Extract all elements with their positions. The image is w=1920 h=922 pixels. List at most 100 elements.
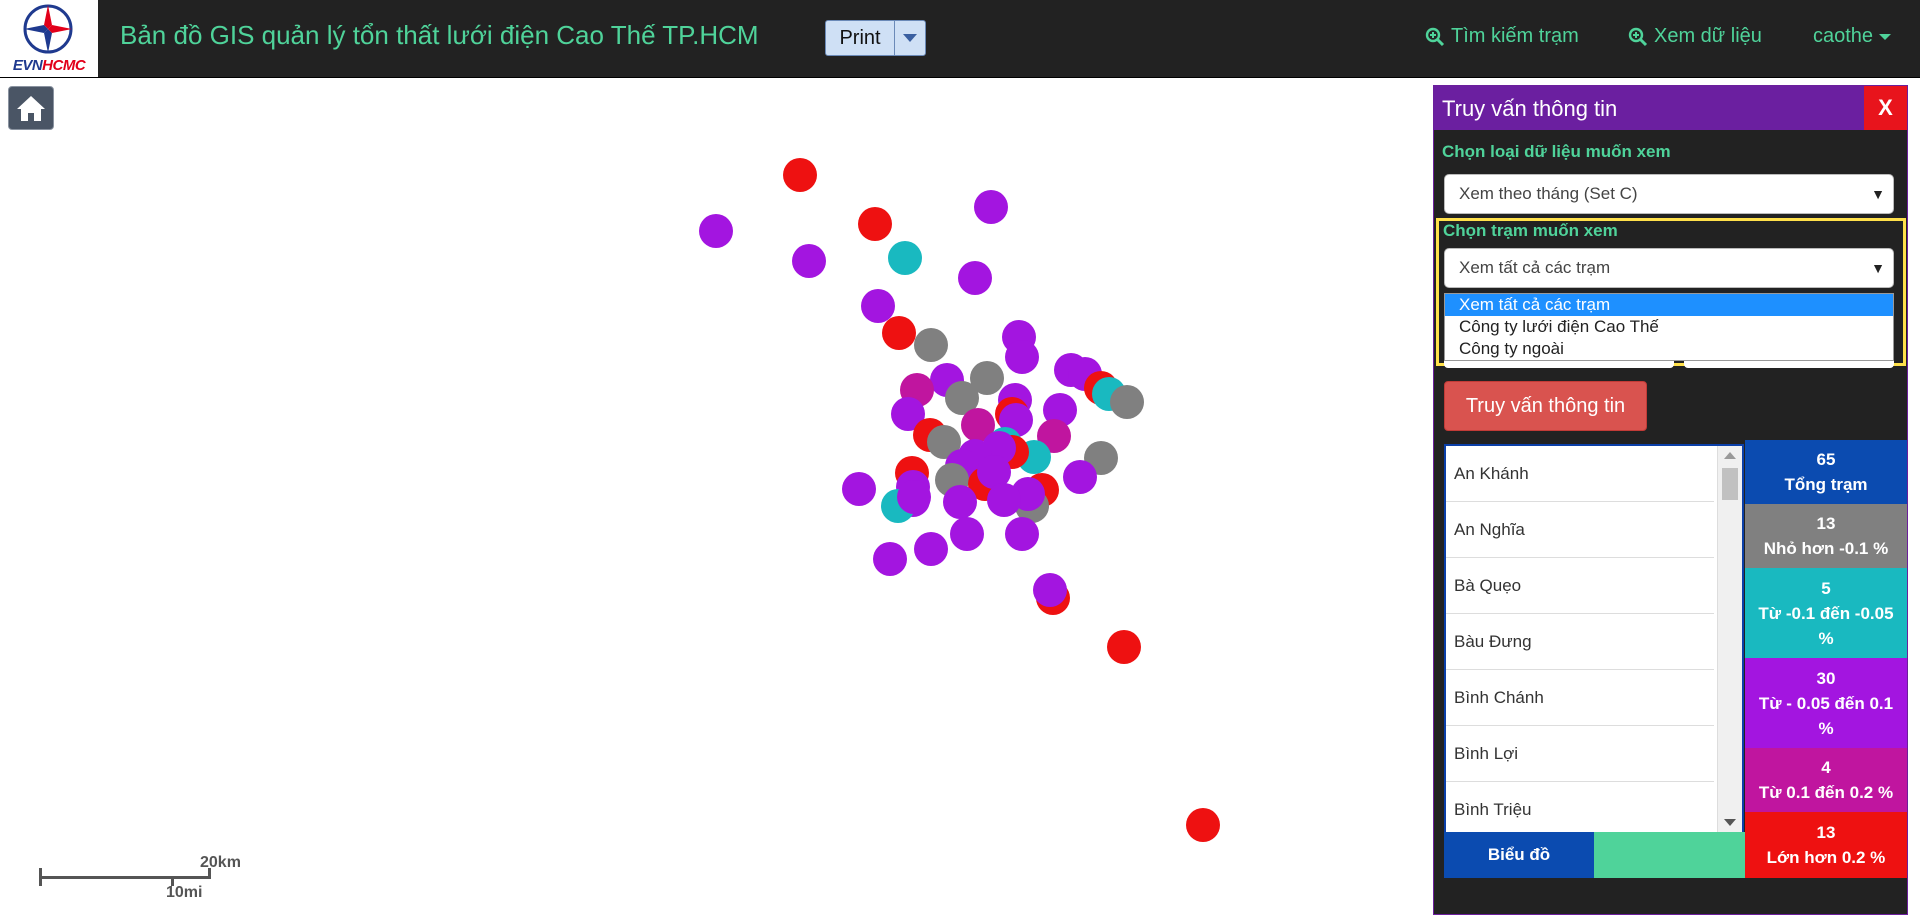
station-value: Xem tất cả các trạm xyxy=(1459,258,1611,277)
scale-km-label: 20km xyxy=(200,854,241,871)
station-marker[interactable] xyxy=(1186,808,1220,842)
evn-hcmc-logo[interactable]: EVNHCMC xyxy=(0,0,98,77)
user-name: caothe xyxy=(1813,25,1874,47)
station-select[interactable]: Xem tất cả các trạm ▼ xyxy=(1444,248,1894,288)
station-marker[interactable] xyxy=(792,244,826,278)
legend-label: Tổng trạm xyxy=(1784,475,1868,494)
list-item[interactable]: Bàu Đưng xyxy=(1446,614,1714,670)
station-marker[interactable] xyxy=(987,483,1021,517)
station-marker[interactable] xyxy=(1005,340,1039,374)
station-marker[interactable] xyxy=(1063,460,1097,494)
list-item[interactable]: Bình Lợi xyxy=(1446,726,1714,782)
station-marker[interactable] xyxy=(1110,385,1144,419)
query-button[interactable]: Truy vấn thông tin xyxy=(1444,381,1647,431)
user-menu[interactable]: caothe xyxy=(1813,25,1892,48)
station-option[interactable]: Công ty ngoài xyxy=(1459,339,1564,358)
date-from-input[interactable] xyxy=(1444,360,1674,368)
list-item[interactable]: Bình Triệu xyxy=(1446,782,1714,834)
station-marker[interactable] xyxy=(897,480,931,514)
date-to-input[interactable] xyxy=(1684,360,1894,368)
top-header: EVNHCMC Bản đồ GIS quản lý tổn thất lưới… xyxy=(0,0,1920,78)
scroll-down-icon[interactable] xyxy=(1724,819,1736,826)
legend-label: Từ -0.1 đến -0.05 % xyxy=(1758,603,1894,648)
home-icon xyxy=(17,96,45,121)
view-data-label: Xem dữ liệu xyxy=(1654,25,1762,47)
scroll-up-icon[interactable] xyxy=(1724,452,1736,459)
legend-count: 5 xyxy=(1821,578,1831,598)
station-marker[interactable] xyxy=(950,517,984,551)
station-dropdown-list: Xem tất cả các trạm Công ty lưới điện Ca… xyxy=(1444,293,1894,361)
station-marker[interactable] xyxy=(914,328,948,362)
station-marker[interactable] xyxy=(888,241,922,275)
app-title: Bản đồ GIS quản lý tổn thất lưới điện Ca… xyxy=(120,20,759,50)
station-marker[interactable] xyxy=(914,532,948,566)
compass-star-icon xyxy=(23,4,73,54)
scale-mi-label: 10mi xyxy=(166,884,203,901)
date-inputs xyxy=(1444,360,1894,370)
legend-magenta[interactable]: 4 Từ 0.1 đến 0.2 % xyxy=(1745,748,1907,812)
scroll-thumb[interactable] xyxy=(1722,468,1738,500)
dropdown-arrow-icon: ▼ xyxy=(1871,186,1885,202)
station-option[interactable]: Công ty lưới điện Cao Thế xyxy=(1459,317,1659,336)
zoom-in-icon xyxy=(1425,27,1445,46)
search-station-label: Tìm kiếm trạm xyxy=(1451,25,1579,47)
scale-bar: 20km 10mi xyxy=(36,850,256,901)
station-marker[interactable] xyxy=(958,261,992,295)
station-list: An Khánh An Nghĩa Bà Quẹo Bàu Đưng Bình … xyxy=(1444,444,1744,836)
data-type-select[interactable]: Xem theo tháng (Set C) ▼ xyxy=(1444,174,1894,214)
station-option[interactable]: Xem tất cả các trạm xyxy=(1445,294,1893,316)
scale-tick xyxy=(208,868,211,878)
search-station-link[interactable]: Tìm kiếm trạm xyxy=(1425,25,1579,48)
legend-label: Lớn hơn 0.2 % xyxy=(1766,848,1886,867)
scale-tick xyxy=(171,876,174,886)
station-label: Chọn trạm muốn xem xyxy=(1443,221,1618,240)
legend-label: Nhỏ hơn -0.1 % xyxy=(1763,539,1889,558)
legend-teal[interactable]: 5 Từ -0.1 đến -0.05 % xyxy=(1745,568,1907,658)
station-marker[interactable] xyxy=(974,190,1008,224)
legend-count: 65 xyxy=(1816,450,1836,469)
scale-line xyxy=(39,876,211,879)
list-scrollbar[interactable] xyxy=(1717,446,1742,834)
station-marker[interactable] xyxy=(1033,573,1067,607)
legend-label: Từ - 0.05 đến 0.1 % xyxy=(1758,693,1894,738)
legend-label: Từ 0.1 đến 0.2 % xyxy=(1758,783,1894,802)
station-marker[interactable] xyxy=(783,158,817,192)
caret-down-icon xyxy=(1879,33,1892,40)
caret-down-icon xyxy=(903,34,917,42)
legend-count: 13 xyxy=(1816,514,1836,533)
close-button[interactable]: X xyxy=(1864,86,1907,130)
station-marker[interactable] xyxy=(1005,517,1039,551)
legend-gray[interactable]: 13 Nhỏ hơn -0.1 % xyxy=(1745,504,1907,568)
legend-count: 4 xyxy=(1821,758,1831,777)
dropdown-arrow-icon: ▼ xyxy=(1871,260,1885,276)
station-marker[interactable] xyxy=(943,485,977,519)
legend-count: 13 xyxy=(1816,823,1836,842)
legend-count: 30 xyxy=(1816,668,1836,688)
station-marker[interactable] xyxy=(858,207,892,241)
home-button[interactable] xyxy=(8,86,54,130)
station-marker[interactable] xyxy=(861,289,895,323)
print-options-button[interactable] xyxy=(895,21,925,55)
legend-red[interactable]: 13 Lớn hơn 0.2 % xyxy=(1745,812,1907,878)
zoom-in-icon xyxy=(1628,27,1648,46)
panel-title: Truy vấn thông tin xyxy=(1442,96,1618,121)
station-marker[interactable] xyxy=(882,316,916,350)
list-item[interactable]: An Khánh xyxy=(1446,446,1714,502)
view-data-link[interactable]: Xem dữ liệu xyxy=(1628,25,1762,48)
list-item[interactable]: An Nghĩa xyxy=(1446,502,1714,558)
chart-progress-bar xyxy=(1594,832,1745,878)
scale-tick xyxy=(39,868,42,886)
logo-text: EVNHCMC xyxy=(12,57,86,74)
map-canvas[interactable] xyxy=(0,78,1430,922)
print-button[interactable]: Print xyxy=(826,21,895,55)
station-marker[interactable] xyxy=(842,472,876,506)
data-type-value: Xem theo tháng (Set C) xyxy=(1459,184,1638,203)
list-item[interactable]: Bình Chánh xyxy=(1446,670,1714,726)
legend-total[interactable]: 65 Tổng trạm xyxy=(1745,440,1907,504)
station-marker[interactable] xyxy=(699,214,733,248)
legend-purple[interactable]: 30 Từ - 0.05 đến 0.1 % xyxy=(1745,658,1907,748)
list-item[interactable]: Bà Quẹo xyxy=(1446,558,1714,614)
chart-button[interactable]: Biểu đồ xyxy=(1444,832,1594,878)
station-marker[interactable] xyxy=(1107,630,1141,664)
station-marker[interactable] xyxy=(873,542,907,576)
